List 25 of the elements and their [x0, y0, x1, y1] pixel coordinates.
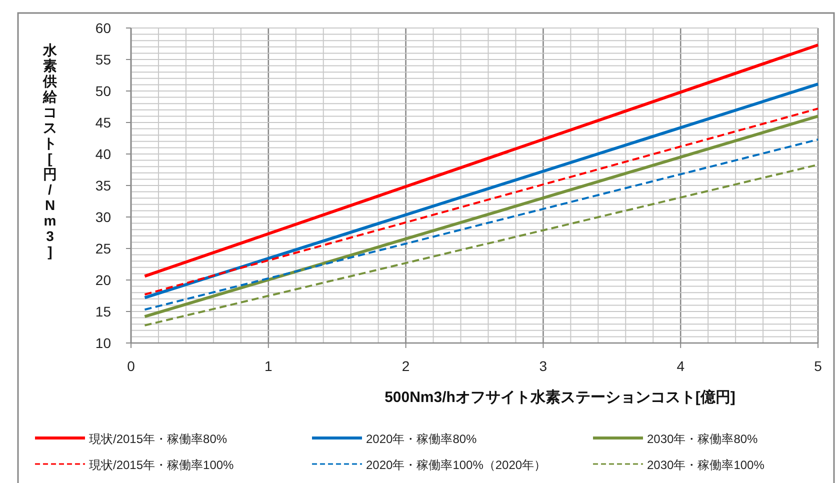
y-tick-label: 15 [95, 304, 112, 320]
legend-label: 2030年・稼働率80% [647, 432, 758, 446]
x-tick-label: 4 [676, 358, 685, 374]
y-tick-label: 10 [95, 335, 112, 351]
y-tick-label: 25 [95, 240, 112, 256]
y-tick-label: 20 [95, 272, 112, 288]
y-tick-label: 55 [95, 52, 112, 68]
y-tick-label: 30 [95, 209, 112, 225]
y-tick-label: 60 [95, 20, 112, 36]
x-tick-label: 1 [264, 358, 272, 374]
legend-label: 現状/2015年・稼働率100% [89, 458, 234, 472]
y-tick-label: 50 [95, 83, 112, 99]
y-axis-title: 水素供給コスト[円/Nm3] [43, 42, 57, 260]
legend-label: 2030年・稼働率100% [647, 458, 765, 472]
x-tick-label: 2 [402, 358, 410, 374]
y-tick-label: 40 [95, 146, 112, 162]
legend-label: 2020年・稼働率100%（2020年） [366, 458, 546, 472]
y-tick-label: 45 [95, 114, 112, 130]
legend-label: 現状/2015年・稼働率80% [89, 432, 228, 446]
legend-label: 2020年・稼働率80% [366, 432, 478, 446]
x-tick-label: 3 [539, 358, 548, 374]
y-tick-label: 35 [95, 178, 112, 194]
x-tick-label: 0 [127, 358, 136, 374]
x-tick-label: 5 [814, 358, 822, 374]
x-axis-title: 500Nm3/hオフサイト水素ステーションコスト[億円] [384, 389, 736, 406]
